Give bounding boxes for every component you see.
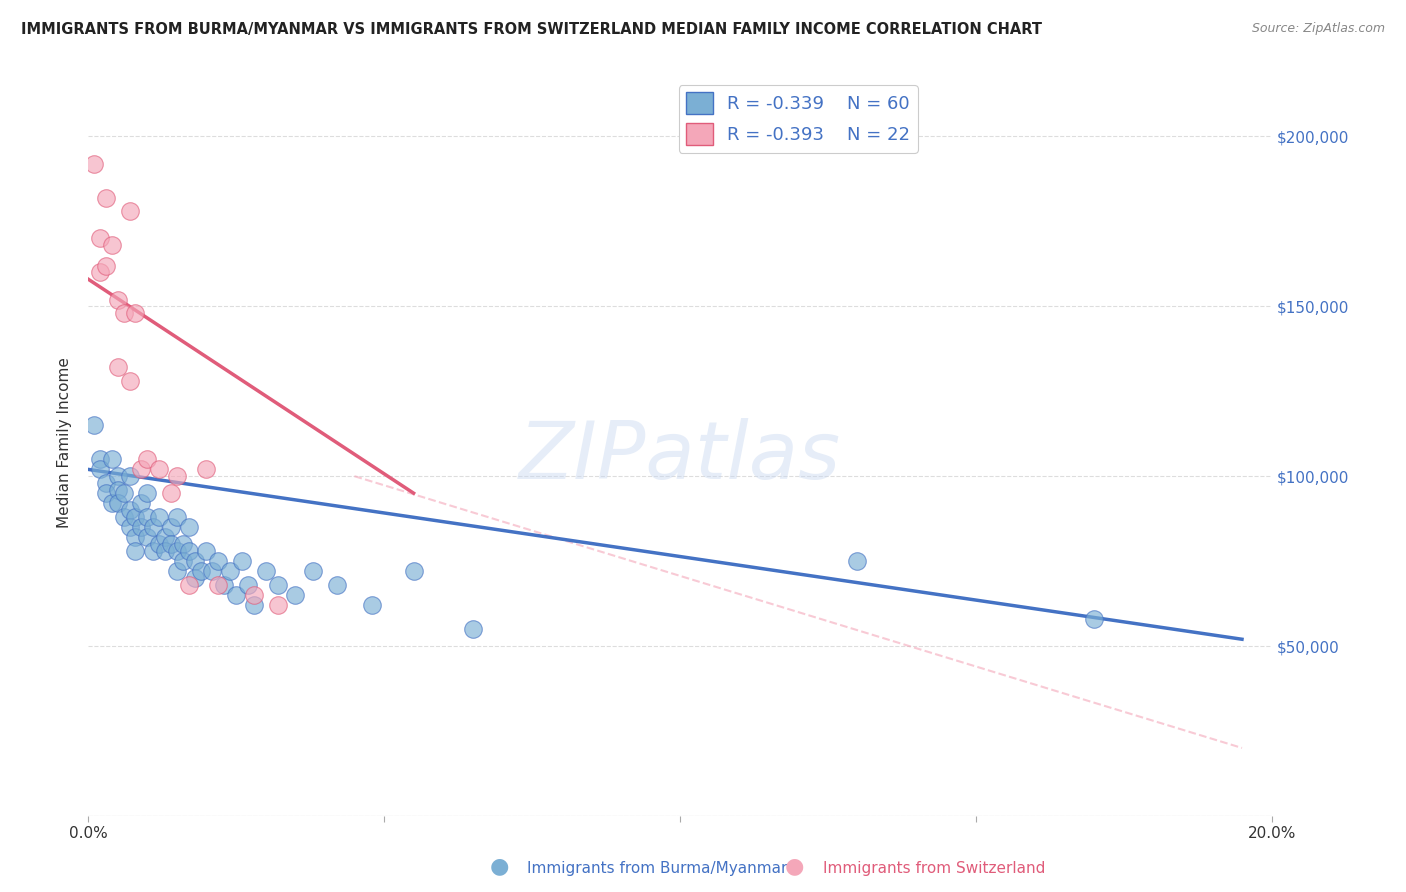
Text: Source: ZipAtlas.com: Source: ZipAtlas.com — [1251, 22, 1385, 36]
Point — [83, 418, 105, 433]
Point — [107, 483, 129, 497]
Point — [160, 520, 183, 534]
Point — [89, 231, 111, 245]
Point — [402, 564, 425, 578]
Point — [266, 599, 288, 613]
Y-axis label: Median Family Income: Median Family Income — [58, 357, 72, 528]
Point — [231, 554, 253, 568]
Point — [207, 554, 229, 568]
Point — [190, 564, 212, 578]
Point — [89, 452, 111, 467]
Point — [94, 259, 117, 273]
Point — [225, 588, 247, 602]
Point — [101, 496, 124, 510]
Point — [118, 503, 141, 517]
Point — [166, 564, 188, 578]
Point — [153, 544, 176, 558]
Point — [101, 238, 124, 252]
Point — [124, 510, 146, 524]
Point — [124, 530, 146, 544]
Point — [118, 374, 141, 388]
Point — [124, 306, 146, 320]
Text: ●: ● — [489, 856, 509, 876]
Point — [153, 530, 176, 544]
Point — [195, 462, 218, 476]
Point — [112, 306, 135, 320]
Point — [266, 578, 288, 592]
Point — [131, 496, 153, 510]
Point — [177, 544, 200, 558]
Text: IMMIGRANTS FROM BURMA/MYANMAR VS IMMIGRANTS FROM SWITZERLAND MEDIAN FAMILY INCOM: IMMIGRANTS FROM BURMA/MYANMAR VS IMMIGRA… — [21, 22, 1042, 37]
Point — [131, 520, 153, 534]
Point — [254, 564, 277, 578]
Point — [89, 462, 111, 476]
Point — [243, 599, 266, 613]
Point — [846, 554, 869, 568]
Point — [201, 564, 224, 578]
Point — [107, 496, 129, 510]
Point — [89, 265, 111, 279]
Point — [142, 544, 165, 558]
Point — [148, 510, 170, 524]
Point — [94, 191, 117, 205]
Point — [172, 554, 194, 568]
Legend: R = -0.339    N = 60, R = -0.393    N = 22: R = -0.339 N = 60, R = -0.393 N = 22 — [679, 85, 918, 153]
Text: Immigrants from Burma/Myanmar: Immigrants from Burma/Myanmar — [527, 861, 787, 876]
Point — [136, 486, 159, 500]
Point — [142, 520, 165, 534]
Text: Immigrants from Switzerland: Immigrants from Switzerland — [823, 861, 1045, 876]
Point — [166, 544, 188, 558]
Text: ●: ● — [785, 856, 804, 876]
Point — [94, 475, 117, 490]
Point — [361, 599, 384, 613]
Point — [195, 544, 218, 558]
Point — [136, 530, 159, 544]
Point — [83, 156, 105, 170]
Point — [124, 544, 146, 558]
Point — [131, 462, 153, 476]
Point — [219, 564, 242, 578]
Point — [212, 578, 235, 592]
Point — [148, 462, 170, 476]
Point — [112, 486, 135, 500]
Point — [236, 578, 259, 592]
Text: ZIPatlas: ZIPatlas — [519, 418, 841, 496]
Point — [112, 510, 135, 524]
Point — [325, 578, 347, 592]
Point — [118, 469, 141, 483]
Point — [107, 469, 129, 483]
Point — [118, 204, 141, 219]
Point — [243, 588, 266, 602]
Point — [136, 510, 159, 524]
Point — [160, 537, 183, 551]
Point — [160, 486, 183, 500]
Point — [183, 554, 205, 568]
Point — [166, 469, 188, 483]
Point — [302, 564, 325, 578]
Point — [172, 537, 194, 551]
Point — [166, 510, 188, 524]
Point — [118, 520, 141, 534]
Point — [177, 520, 200, 534]
Point — [107, 293, 129, 307]
Point — [284, 588, 307, 602]
Point — [183, 571, 205, 585]
Point — [461, 622, 484, 636]
Point — [107, 360, 129, 375]
Point — [101, 452, 124, 467]
Point — [177, 578, 200, 592]
Point — [148, 537, 170, 551]
Point — [94, 486, 117, 500]
Point — [207, 578, 229, 592]
Point — [1083, 612, 1105, 626]
Point — [136, 452, 159, 467]
